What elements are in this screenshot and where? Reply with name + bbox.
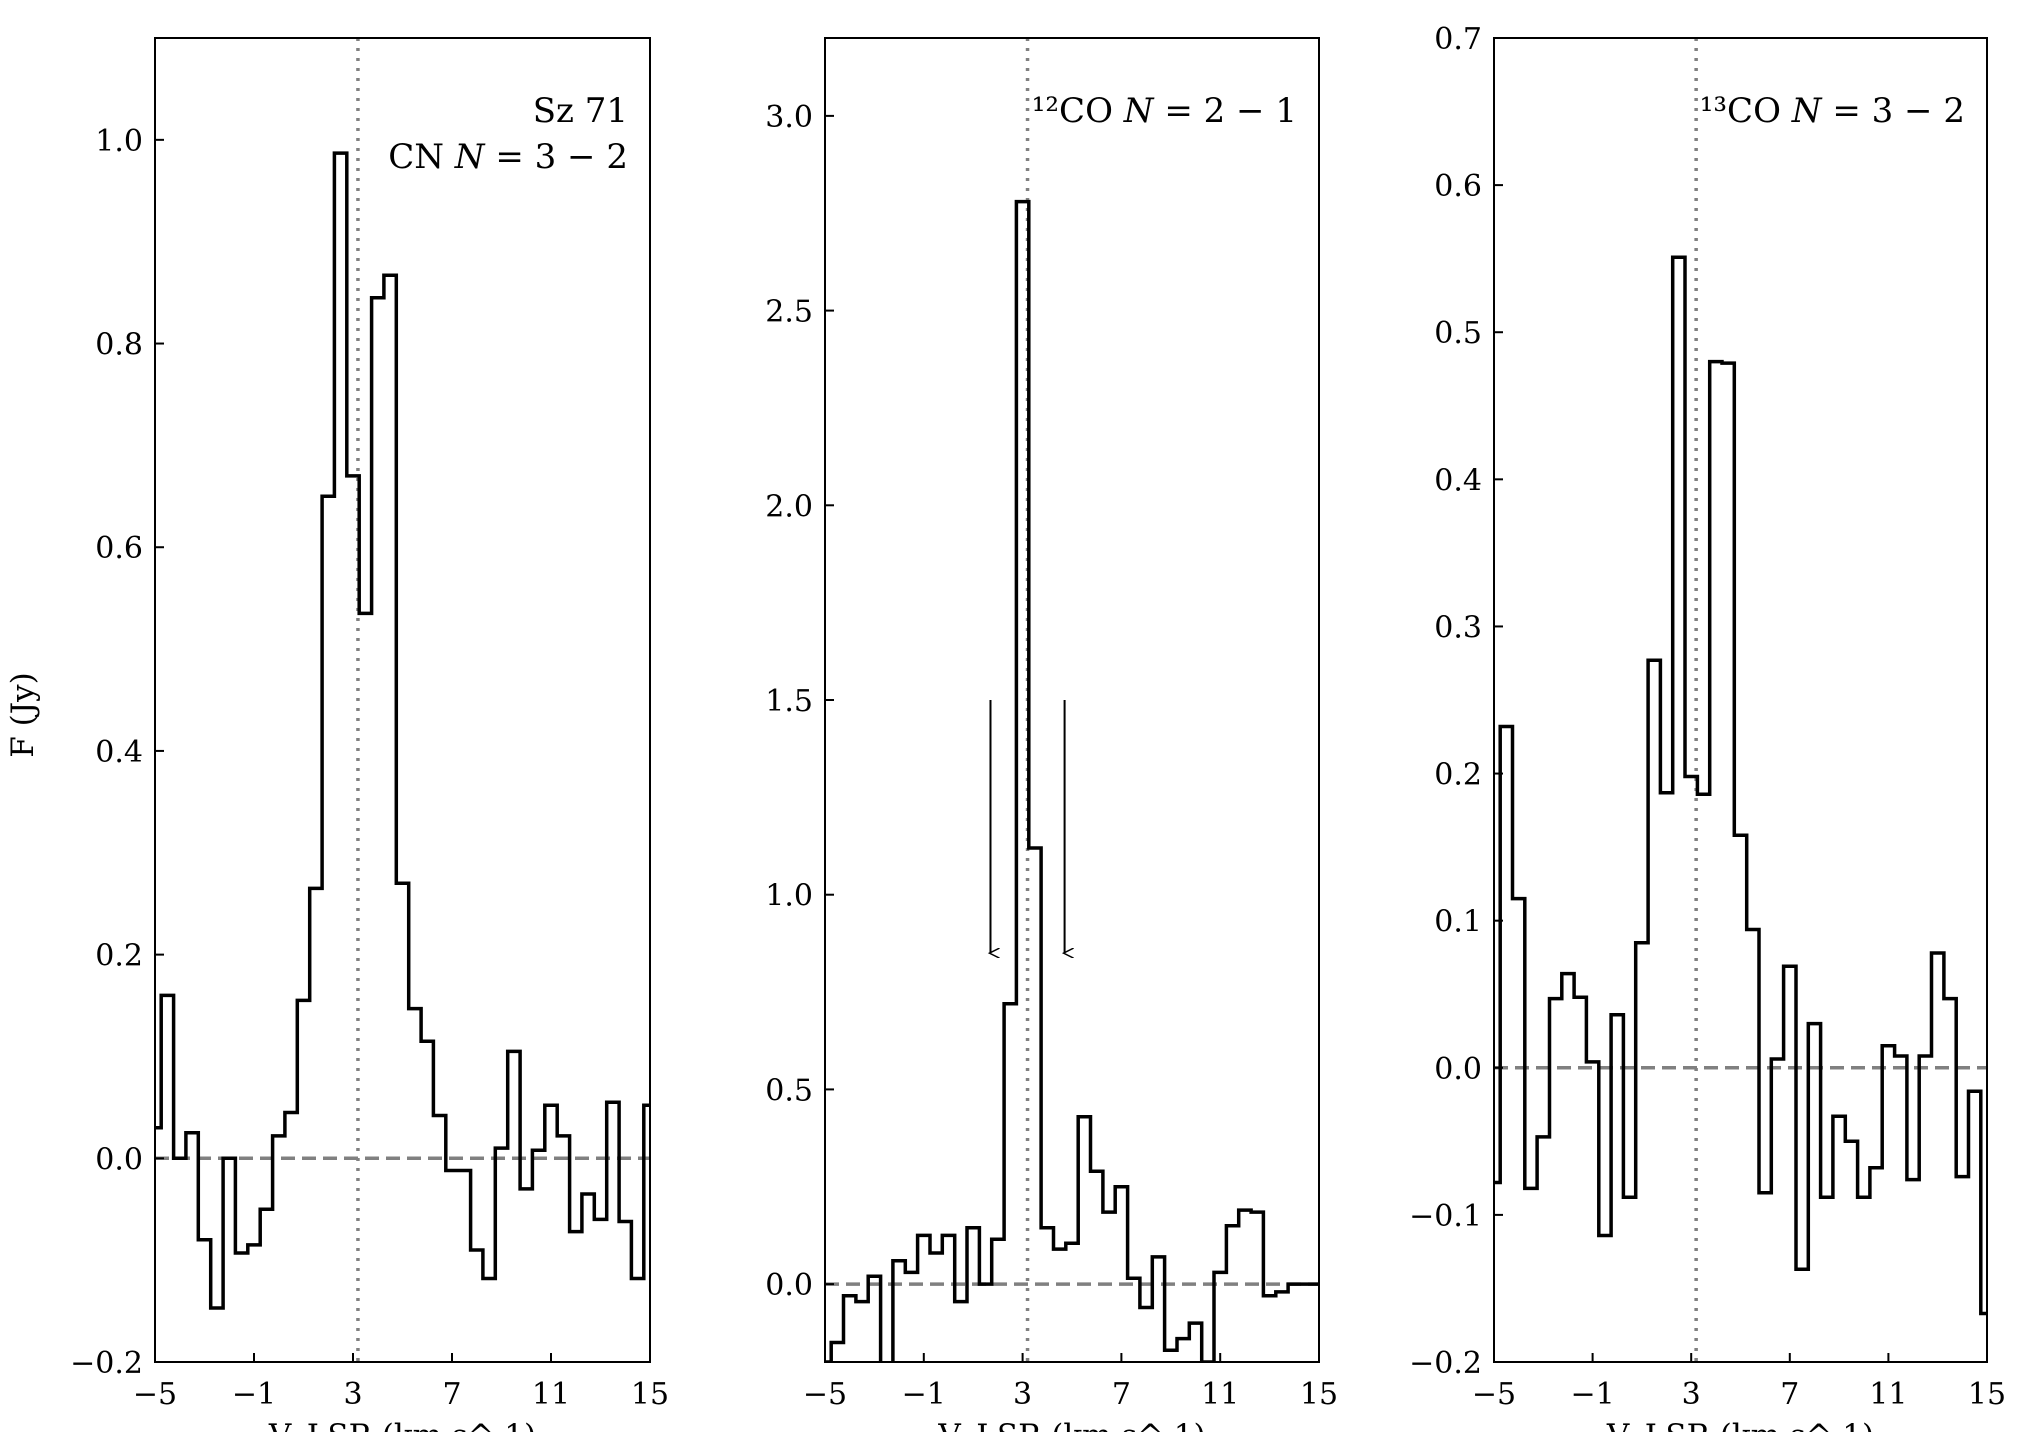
y-tick-label: 0.1 (1434, 905, 1482, 940)
y-tick-label: 0.2 (95, 939, 143, 974)
panels: −5 −1 3 7 11 15 −0.2 0.0 0.2 0.4 0.6 0.8 1.0 V_LSR (k… (70, 22, 2006, 1432)
y-tick-label: 0.6 (1434, 169, 1482, 204)
y-tick-label: 2.0 (765, 489, 813, 524)
x-tick-label: 11 (1869, 1377, 1907, 1412)
y-tick-label: 0.2 (1434, 758, 1482, 793)
x-tick-label: 15 (1300, 1377, 1338, 1412)
y-axis-label: F (Jy) (5, 672, 41, 758)
x-tick-label: 3 (1013, 1377, 1032, 1412)
y-tick-label: −0.1 (1409, 1199, 1482, 1234)
y-tick-label: 0.6 (95, 531, 143, 566)
panel-annotation-line-1: Sz 71 (533, 91, 628, 131)
chart-panel-2: −5 −1 3 7 11 15 0.0 0.5 1.0 1.5 2.0 2.5 3.0 V_LSR (km… (765, 37, 1338, 1432)
x-tick-label: 7 (1112, 1377, 1131, 1412)
x-tick-label: −5 (133, 1377, 177, 1412)
y-tick-label: −0.2 (1409, 1346, 1482, 1381)
panel-annotation-line-1: ¹²CO N = 2 − 1 (1032, 91, 1297, 131)
x-tick-label: −1 (1570, 1377, 1614, 1412)
y-tick-label: 0.7 (1434, 22, 1482, 57)
y-tick-label: 0.4 (95, 735, 143, 770)
y-tick-label: 0.0 (95, 1142, 143, 1177)
x-tick-label: −1 (232, 1377, 276, 1412)
x-tick-label: 15 (1968, 1377, 2006, 1412)
y-tick-label: 0.0 (765, 1268, 813, 1303)
spectrum-series (825, 199, 1319, 1362)
plot-frame (1493, 37, 1988, 1363)
chart-panel-3: −5 −1 3 7 11 15 −0.2 −0.1 0.0 0.1 0.2 0.3 0.4 0.5 0.6 0… (1409, 22, 2006, 1432)
x-tick-label: 11 (532, 1377, 570, 1412)
x-tick-label: −5 (803, 1377, 847, 1412)
y-tick-label: 2.5 (765, 295, 813, 330)
y-tick-label: 0.5 (765, 1073, 813, 1108)
panel-annotation-line-1: ¹³CO N = 3 − 2 (1700, 91, 1965, 131)
y-tick-label: 3.0 (765, 100, 813, 135)
y-tick-label: 0.5 (1434, 316, 1482, 351)
x-tick-label: −5 (1472, 1377, 1516, 1412)
x-tick-label: 3 (1682, 1377, 1701, 1412)
y-tick-label: 1.0 (765, 879, 813, 914)
y-tick-label: 0.4 (1434, 463, 1482, 498)
x-tick-label: 11 (1201, 1377, 1239, 1412)
x-tick-label: 15 (631, 1377, 669, 1412)
y-tick-label: 1.5 (765, 684, 813, 719)
spectrum-series (1494, 255, 1987, 1316)
plot-frame (154, 37, 651, 1363)
x-tick-label: 7 (1780, 1377, 1799, 1412)
y-tick-label: 0.8 (95, 328, 143, 363)
x-axis-label: V_LSR (km s^-1) (937, 1418, 1205, 1432)
x-tick-label: 7 (442, 1377, 461, 1412)
y-tick-label: −0.2 (70, 1346, 143, 1381)
plot-frame (824, 37, 1320, 1363)
panel-annotation-line-2: CN N = 3 − 2 (388, 137, 628, 177)
chart-panel-1: −5 −1 3 7 11 15 −0.2 0.0 0.2 0.4 0.6 0.8 1.0 V_LSR (k… (70, 37, 669, 1432)
y-tick-label: 1.0 (95, 124, 143, 159)
y-tick-label: 0.3 (1434, 610, 1482, 645)
x-axis-label: V_LSR (km s^-1) (268, 1418, 536, 1432)
x-tick-label: −1 (902, 1377, 946, 1412)
x-tick-label: 3 (343, 1377, 362, 1412)
y-tick-label: 0.0 (1434, 1052, 1482, 1087)
x-axis-label: V_LSR (km s^-1) (1606, 1418, 1874, 1432)
spectrum-series (155, 151, 650, 1310)
